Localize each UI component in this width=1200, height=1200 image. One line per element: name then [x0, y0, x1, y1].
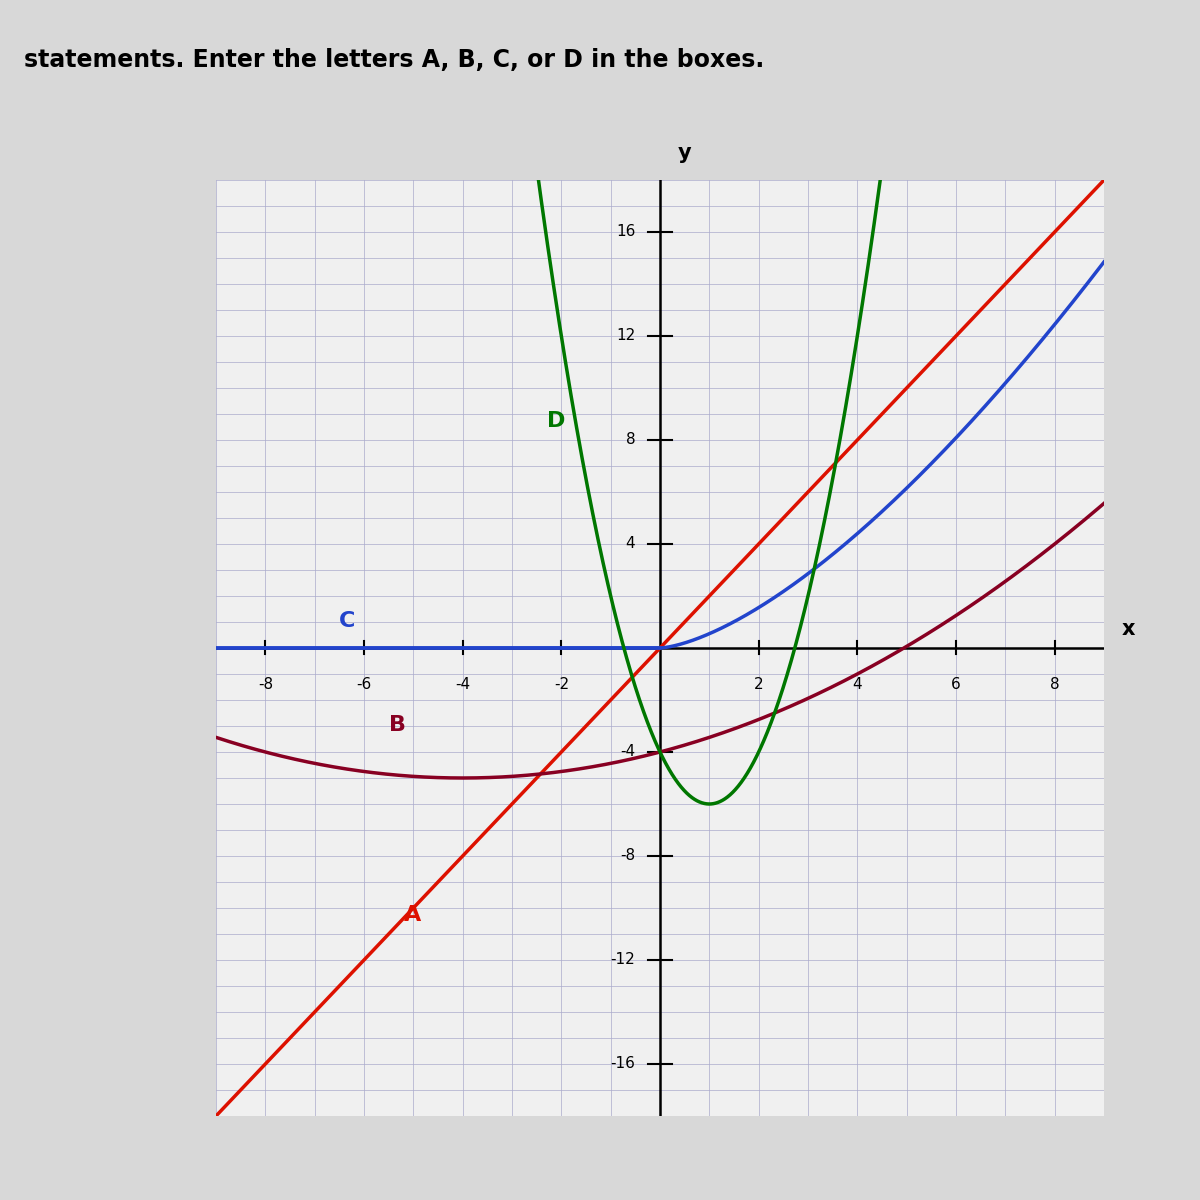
Text: -6: -6: [356, 677, 372, 691]
Text: 8: 8: [625, 432, 635, 448]
Text: x: x: [1122, 619, 1135, 638]
Text: B: B: [389, 715, 406, 736]
Text: -8: -8: [258, 677, 272, 691]
Text: A: A: [403, 905, 421, 925]
Text: -4: -4: [620, 744, 635, 760]
Text: C: C: [340, 611, 355, 631]
Text: statements. Enter the letters A, B, C, or D in the boxes.: statements. Enter the letters A, B, C, o…: [24, 48, 764, 72]
Text: -2: -2: [553, 677, 569, 691]
Text: -12: -12: [611, 953, 635, 967]
Text: 4: 4: [625, 536, 635, 552]
Text: 2: 2: [754, 677, 763, 691]
Text: 12: 12: [616, 329, 635, 343]
Text: -16: -16: [611, 1056, 635, 1072]
Text: 8: 8: [1050, 677, 1060, 691]
Text: 4: 4: [852, 677, 862, 691]
Text: -4: -4: [455, 677, 470, 691]
Text: 16: 16: [616, 224, 635, 240]
Text: D: D: [546, 410, 565, 431]
Text: y: y: [678, 143, 691, 163]
Text: -8: -8: [620, 848, 635, 864]
Text: 6: 6: [952, 677, 961, 691]
